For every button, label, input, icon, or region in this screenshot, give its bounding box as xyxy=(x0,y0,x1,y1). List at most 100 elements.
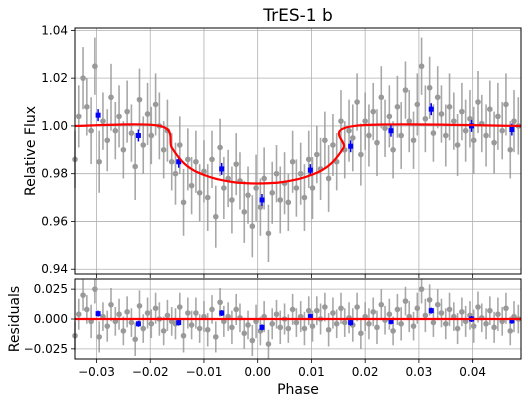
observation-point xyxy=(378,301,385,308)
observation-point xyxy=(96,158,102,165)
residuals-panel: −0.03 −0.02 −0.01 0.00 0.01 0.02 0.03 0.04 −0.02… xyxy=(7,278,522,398)
observation-point xyxy=(108,94,114,101)
main-ticks: 0.94 0.96 0.98 1.00 1.02 1.04 xyxy=(41,23,474,278)
observation-point xyxy=(446,104,453,110)
observation-point xyxy=(124,309,130,315)
observation-point xyxy=(241,330,248,337)
observation-point xyxy=(495,311,501,318)
observation-point xyxy=(338,305,344,312)
y-tick-label: 0.94 xyxy=(41,262,68,276)
observation-point xyxy=(414,305,421,312)
observation-point xyxy=(451,118,457,124)
observation-point xyxy=(233,306,240,313)
observation-point xyxy=(164,312,171,319)
observation-point xyxy=(144,111,151,117)
observation-point xyxy=(358,330,364,337)
observation-point xyxy=(507,147,514,153)
observation-point xyxy=(196,189,203,196)
observation-point xyxy=(470,137,477,144)
observation-point xyxy=(209,306,215,313)
observation-point xyxy=(221,185,227,191)
observation-point xyxy=(289,306,296,313)
observation-point xyxy=(120,328,127,334)
observation-point xyxy=(418,286,425,292)
observation-point xyxy=(442,132,449,139)
observation-point xyxy=(108,301,114,308)
observation-point xyxy=(434,301,441,308)
observation-point xyxy=(398,320,404,327)
observation-point xyxy=(370,309,377,315)
observation-point xyxy=(358,151,364,158)
y-tick-label: 1.04 xyxy=(41,23,68,37)
observation-point xyxy=(374,324,380,331)
observation-point xyxy=(196,325,203,332)
observation-point xyxy=(483,320,489,327)
observation-point xyxy=(402,87,409,93)
x-tick-label: −0.01 xyxy=(186,365,223,379)
observation-point xyxy=(225,175,231,182)
observation-point xyxy=(341,319,348,326)
observation-point xyxy=(245,192,251,198)
binned-point xyxy=(509,318,515,324)
binned-point xyxy=(95,112,101,118)
observation-point xyxy=(305,307,312,314)
y-tick-label: 0.025 xyxy=(34,282,68,296)
observation-point xyxy=(212,334,219,340)
observation-point xyxy=(201,168,207,175)
observation-point xyxy=(285,325,292,332)
observation-point xyxy=(104,137,111,144)
observation-point xyxy=(470,323,477,329)
observation-point xyxy=(152,101,159,108)
x-tick-label: 0.00 xyxy=(244,365,271,379)
observation-point xyxy=(338,118,344,124)
observation-point xyxy=(273,311,280,318)
binned-point xyxy=(388,128,394,134)
observation-point xyxy=(350,135,356,141)
observation-point xyxy=(394,306,401,313)
observation-point xyxy=(92,63,98,70)
observation-point xyxy=(325,175,332,182)
observation-point xyxy=(430,319,437,326)
observation-point xyxy=(382,125,388,132)
observation-point xyxy=(75,311,82,318)
observation-point xyxy=(144,310,151,316)
y-tick-label: 0.98 xyxy=(41,167,68,181)
observation-point xyxy=(148,132,155,139)
observation-point xyxy=(132,336,138,343)
observation-point xyxy=(414,101,421,108)
observation-point xyxy=(309,185,316,191)
observation-point xyxy=(402,298,409,304)
binned-point xyxy=(428,308,434,314)
observation-point xyxy=(386,311,393,318)
observation-point xyxy=(269,320,276,327)
observation-point xyxy=(249,337,256,344)
observation-point xyxy=(322,137,328,144)
observation-point xyxy=(245,322,251,328)
observation-point xyxy=(483,132,489,139)
observation-point xyxy=(333,320,340,327)
observation-point xyxy=(148,320,155,327)
residuals-y-axis-label: Residuals xyxy=(7,286,23,352)
observation-point xyxy=(301,325,308,332)
observation-point xyxy=(120,147,127,153)
model-curve xyxy=(74,123,522,185)
observation-point xyxy=(495,113,501,120)
binned-point xyxy=(348,320,354,326)
observation-point xyxy=(285,199,292,206)
y-tick-label: 0.000 xyxy=(34,312,68,326)
observation-point xyxy=(249,223,256,230)
observation-point xyxy=(293,185,300,191)
observation-point xyxy=(273,170,280,177)
binned-point xyxy=(219,166,225,172)
observation-point xyxy=(390,147,396,153)
observation-point xyxy=(84,104,90,110)
observation-point xyxy=(176,304,183,310)
observation-point xyxy=(140,142,147,148)
observation-point xyxy=(430,130,437,136)
observation-point xyxy=(217,144,223,151)
observation-point xyxy=(112,127,119,134)
binned-point xyxy=(348,143,354,149)
observation-point xyxy=(132,163,138,170)
observation-point xyxy=(374,139,380,146)
